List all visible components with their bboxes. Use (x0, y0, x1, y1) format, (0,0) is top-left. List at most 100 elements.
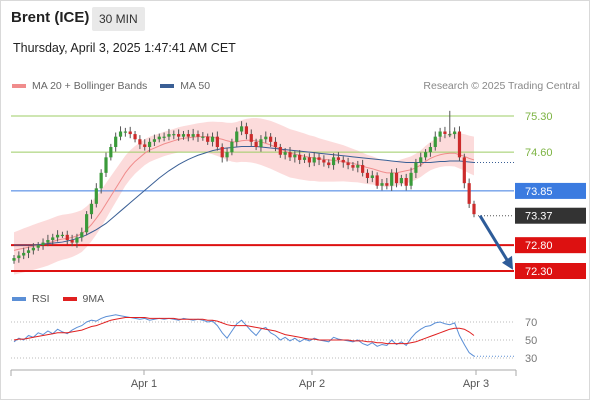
candle-body (404, 178, 408, 186)
legend-label-rsi-ma: 9MA (82, 293, 105, 305)
candle-body (409, 172, 413, 186)
candle-body (394, 172, 399, 184)
legend-swatch-rsi-ma (62, 297, 77, 301)
candle-body (453, 131, 457, 135)
forecast-arrow (478, 214, 512, 266)
candle-body (157, 136, 161, 140)
candle-body (302, 157, 307, 160)
instrument-title: Brent (ICE) (11, 9, 90, 26)
level-label: 72.80 (525, 240, 553, 252)
candle-body (433, 136, 437, 147)
candle-body (60, 234, 65, 237)
candle-body (273, 141, 278, 147)
candle-body (167, 134, 171, 137)
candle-body (307, 157, 311, 163)
candle-body (85, 214, 89, 233)
rsi-axis-label: 50 (525, 335, 537, 347)
candle-body (312, 157, 316, 163)
candle-body (17, 255, 21, 259)
x-axis-label: Apr 1 (131, 378, 157, 390)
candle-body (94, 188, 98, 204)
candle-body (225, 152, 229, 158)
candle-body (31, 247, 35, 251)
candle-body (162, 136, 166, 138)
candle-body (414, 162, 418, 173)
legend-item-rsi-ma: 9MA (62, 293, 105, 305)
chart-datetime: Thursday, April 3, 2025 1:47:41 AM CET (13, 41, 236, 55)
candle-body (370, 175, 374, 178)
candle-body (249, 134, 253, 142)
candle-body (259, 139, 263, 147)
candle-body (147, 141, 152, 147)
legend-item-ma50: MA 50 (160, 80, 210, 92)
candle-body (230, 141, 234, 153)
level-badge (515, 263, 586, 279)
candle-body (99, 172, 103, 189)
candle-body (26, 250, 31, 253)
candle-body (65, 234, 69, 240)
level-label: 75.30 (525, 111, 553, 123)
candle-body (114, 136, 118, 147)
candle-body (172, 134, 176, 136)
candle-body (423, 152, 428, 158)
legend-item-rsi: RSI (12, 293, 50, 305)
candle-body (385, 183, 389, 186)
rsi-ma-line (13, 317, 475, 345)
rsi-axis-label: 70 (525, 317, 537, 329)
candle-body (138, 139, 142, 145)
candle-body (244, 126, 249, 135)
candle-body (457, 131, 462, 158)
candle-body (36, 245, 40, 248)
candle-body (327, 162, 331, 166)
candle-body (399, 178, 403, 184)
legend-label-rsi: RSI (32, 293, 50, 305)
candle-body (269, 136, 273, 142)
candle-body (443, 131, 447, 135)
candle-body (341, 159, 345, 163)
ma20-line (13, 136, 475, 251)
rsi-legend: RSI 9MA (12, 293, 117, 305)
candle-body (12, 258, 16, 261)
rsi-line (13, 314, 475, 357)
legend-label-ma50: MA 50 (180, 80, 211, 92)
candle-body (104, 157, 108, 173)
bollinger-band (14, 118, 474, 275)
level-label: 73.37 (525, 211, 553, 223)
candle-body (467, 183, 471, 204)
candle-body (46, 240, 50, 243)
level-label: 74.60 (525, 147, 553, 159)
legend-swatch-ma50 (160, 84, 175, 88)
candle-body (278, 147, 282, 155)
candle-body (109, 147, 113, 158)
x-axis-label: Apr 2 (299, 378, 325, 390)
candle-body (317, 157, 321, 160)
x-axis-label: Apr 3 (463, 378, 489, 390)
rsi-axis-label: 30 (525, 353, 537, 365)
candle-body (322, 159, 326, 163)
candle-body (336, 157, 341, 160)
research-credit: Research © 2025 Trading Central (423, 80, 580, 92)
candle-body (375, 175, 379, 186)
candle-body (80, 232, 84, 238)
timeframe-button[interactable]: 30 MIN (92, 7, 145, 31)
candle-body (133, 134, 137, 140)
candle-body (201, 136, 205, 138)
candle-body (356, 165, 360, 168)
level-badge (515, 237, 586, 254)
candle-body (419, 157, 423, 163)
ma50-line (14, 145, 475, 246)
level-label: 72.30 (525, 266, 553, 278)
candle-body (293, 154, 297, 158)
candle-body (215, 136, 219, 147)
candle-body (177, 134, 181, 137)
candle-body (351, 165, 355, 168)
candle-body (128, 131, 132, 135)
candle-body (472, 203, 476, 215)
candle-body (196, 134, 200, 137)
candle-body (264, 136, 268, 140)
candle-body (365, 172, 370, 178)
candle-body (206, 136, 210, 142)
candle-body (235, 131, 239, 142)
candle-body (186, 134, 190, 137)
